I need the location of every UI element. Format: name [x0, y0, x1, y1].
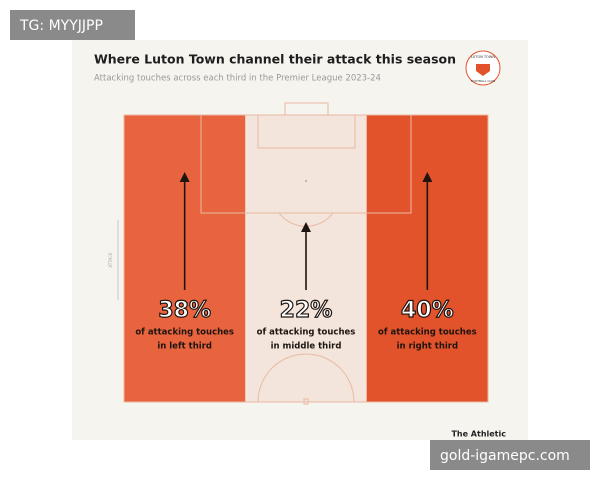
- site-box: [430, 440, 590, 470]
- pitch-lines: [123, 102, 489, 405]
- arrow-head: [301, 222, 311, 232]
- value-label: 40%: [401, 298, 454, 323]
- description: of attacking touches: [135, 328, 234, 338]
- chart-title: Where Luton Town channel their attack th…: [94, 52, 456, 67]
- arrow-head: [422, 172, 433, 182]
- watermark: TG: MYYJJPP: [19, 18, 103, 34]
- direction-label: ATTACK: [108, 252, 113, 267]
- description: in right third: [397, 342, 459, 352]
- description: in left third: [157, 342, 212, 352]
- site-label: gold-igamepc.com: [440, 448, 570, 464]
- logo-shield: [476, 64, 490, 76]
- chart-subtitle: Attacking touches across each third in t…: [94, 74, 381, 84]
- arrow-head: [179, 172, 190, 182]
- value-label: 38%: [158, 298, 211, 323]
- source: The Athletic: [451, 430, 506, 439]
- description: of attacking touches: [257, 328, 356, 338]
- watermark-box: [10, 10, 135, 40]
- penalty-spot: [305, 180, 307, 182]
- logo-text: LUTON TOWN: [471, 55, 495, 59]
- logo-text: FOOTBALL CLUB: [471, 79, 496, 83]
- value-label: 22%: [280, 298, 333, 323]
- description: in middle third: [271, 342, 342, 352]
- description: of attacking touches: [378, 328, 477, 338]
